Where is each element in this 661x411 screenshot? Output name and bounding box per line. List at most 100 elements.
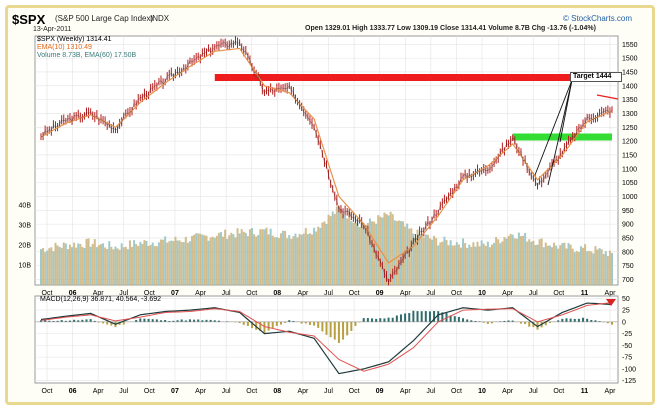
volume-bar: [277, 238, 280, 285]
macd-histogram-bar: [577, 318, 580, 322]
volume-bar: [561, 243, 564, 285]
volume-bar: [304, 228, 307, 285]
price-y-tick: 950: [622, 208, 634, 215]
volume-bar: [157, 242, 160, 285]
volume-bar: [230, 232, 233, 285]
volume-bar: [248, 229, 251, 285]
volume-bar: [350, 221, 353, 285]
macd-histogram-bar: [205, 319, 208, 322]
chart-quote: Open 1329.01 High 1333.77 Low 1309.19 Cl…: [305, 25, 596, 32]
price-x-tick: Oct: [451, 290, 462, 297]
macd-histogram-bar: [544, 321, 547, 326]
macd-histogram-bar: [337, 321, 340, 343]
macd-histogram-bar: [462, 318, 465, 322]
volume-bar: [598, 248, 601, 285]
volume-bar: [85, 238, 88, 285]
volume-bar: [420, 234, 423, 285]
volume-bar: [48, 248, 51, 285]
chart-brand[interactable]: © StockCharts.com: [563, 14, 633, 23]
macd-histogram-bar: [391, 317, 394, 322]
volume-bar: [517, 232, 520, 285]
macd-histogram-bar: [611, 321, 613, 325]
macd-histogram-bar: [598, 321, 601, 322]
macd-histogram-bar: [346, 321, 349, 336]
volume-bar: [431, 239, 434, 285]
price-y-tick: 1350: [622, 97, 638, 104]
volume-bar: [393, 220, 396, 285]
macd-histogram-bar: [557, 320, 560, 322]
macd-histogram-bar: [507, 320, 510, 322]
volume-bar: [499, 243, 502, 285]
price-x-tick: Apr: [195, 290, 207, 297]
price-y-tick: 1400: [622, 83, 638, 90]
volume-bar: [195, 233, 198, 285]
macd-histogram-bar: [176, 320, 179, 322]
volume-bar: [511, 234, 514, 285]
volume-bar: [509, 233, 512, 285]
volume-bar: [97, 245, 100, 285]
macd-histogram-bar: [143, 318, 146, 322]
volume-bar: [313, 227, 316, 285]
macd-x-tick: 07: [171, 388, 179, 395]
volume-bar: [327, 214, 330, 285]
macd-histogram-bar: [40, 320, 42, 322]
macd-histogram-bar: [180, 319, 183, 322]
macd-histogram-bar: [371, 318, 374, 322]
macd-histogram-bar: [308, 321, 311, 326]
volume-bar: [93, 239, 96, 285]
volume-y-tick: 40B: [19, 203, 32, 210]
volume-bar: [557, 248, 560, 285]
price-y-tick: 900: [622, 222, 634, 229]
volume-bar: [56, 245, 59, 285]
volume-bar: [128, 240, 131, 285]
price-x-tick: Oct: [553, 290, 564, 297]
volume-bar: [600, 249, 603, 285]
volume-bar: [455, 242, 458, 285]
volume-bar: [315, 231, 318, 285]
macd-histogram-bar: [536, 321, 539, 330]
volume-bar: [259, 229, 262, 285]
macd-histogram-bar: [561, 318, 564, 322]
volume-bar: [426, 234, 429, 285]
volume-bar: [412, 233, 415, 285]
volume-bar: [323, 221, 326, 285]
macd-histogram-bar: [416, 311, 419, 322]
volume-y-tick: 10B: [19, 263, 32, 270]
volume-bar: [399, 221, 402, 285]
volume-bar: [213, 237, 216, 285]
volume-bar: [147, 245, 150, 285]
volume-bar: [466, 247, 469, 285]
volume-bar: [577, 251, 580, 285]
macd-histogram-bar: [60, 320, 63, 322]
volume-bar: [414, 237, 417, 285]
macd-histogram-bar: [172, 320, 175, 322]
volume-bar: [269, 228, 272, 285]
volume-bar: [106, 248, 109, 285]
volume-bar: [348, 211, 351, 285]
legend-price: $SPX (Weekly) 1314.41: [37, 36, 112, 43]
volume-bar: [553, 242, 556, 285]
volume-bar: [486, 241, 489, 285]
volume-bar: [178, 240, 181, 285]
macd-histogram-bar: [569, 318, 572, 322]
volume-bar: [207, 240, 210, 285]
volume-bar: [410, 228, 413, 285]
volume-bar: [52, 251, 55, 285]
volume-bar: [565, 248, 568, 285]
macd-histogram-bar: [213, 320, 216, 322]
macd-histogram-bar: [118, 321, 121, 325]
price-x-tick: Oct: [144, 290, 155, 297]
volume-bar: [64, 243, 67, 285]
volume-bar: [451, 245, 454, 285]
macd-histogram-bar: [197, 319, 200, 322]
macd-histogram-bar: [350, 321, 353, 331]
chart-name: (S&P 500 Large Cap Index): [55, 14, 154, 23]
volume-bar: [298, 233, 301, 285]
volume-bar: [360, 222, 363, 285]
macd-histogram-bar: [358, 321, 361, 323]
volume-bar: [540, 238, 543, 285]
signal-line: [40, 302, 613, 372]
macd-histogram-bar: [519, 321, 522, 324]
price-x-tick: Apr: [400, 290, 412, 297]
